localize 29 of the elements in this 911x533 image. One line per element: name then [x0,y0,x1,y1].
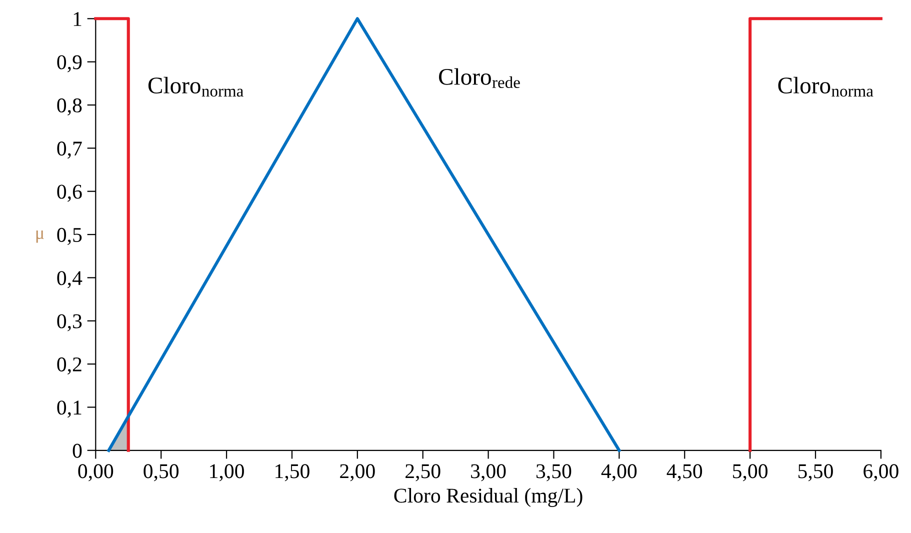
y-tick-label: 0,6 [57,184,82,202]
x-tick-label: 0,00 [78,464,114,482]
x-tick-label: 5,00 [733,464,768,482]
x-tick-label: 5,50 [798,464,833,482]
y-tick-label: 0,9 [57,55,82,72]
x-tick-label: 4,00 [601,464,637,482]
x-tick-label: 2,00 [340,464,375,482]
x-axis-title: Cloro Residual (mg/L) [394,488,582,507]
x-tick-label: 0,50 [144,464,179,482]
x-tick-label: 1,50 [276,464,310,482]
y-tick-label: 0,3 [57,314,82,332]
x-tick-label: 6,00 [864,464,898,482]
y-tick-label: 0,2 [57,357,82,374]
y-tick-label: 0 [72,444,82,458]
y-tick-label: 0,1 [57,400,82,418]
y-axis-title: μ [36,230,44,243]
y-tick-label: 1 [74,12,82,26]
annotation: Cloro$_{norma}$ [148,76,244,97]
y-tick-label: 0,5 [57,228,82,245]
x-tick-label: 3,50 [536,464,572,482]
y-tick-label: 0,7 [57,142,82,159]
y-tick-label: 0,4 [57,271,82,288]
x-tick-label: 1,00 [210,464,244,482]
annotation: Cloro$_{norma}$ [778,76,874,97]
annotation: Cloro$_{rede}$ [439,68,520,88]
x-tick-label: 4,50 [666,464,702,482]
y-tick-label: 0,8 [57,98,82,116]
x-tick-label: 2,50 [406,464,440,482]
x-tick-label: 3,00 [471,464,506,482]
